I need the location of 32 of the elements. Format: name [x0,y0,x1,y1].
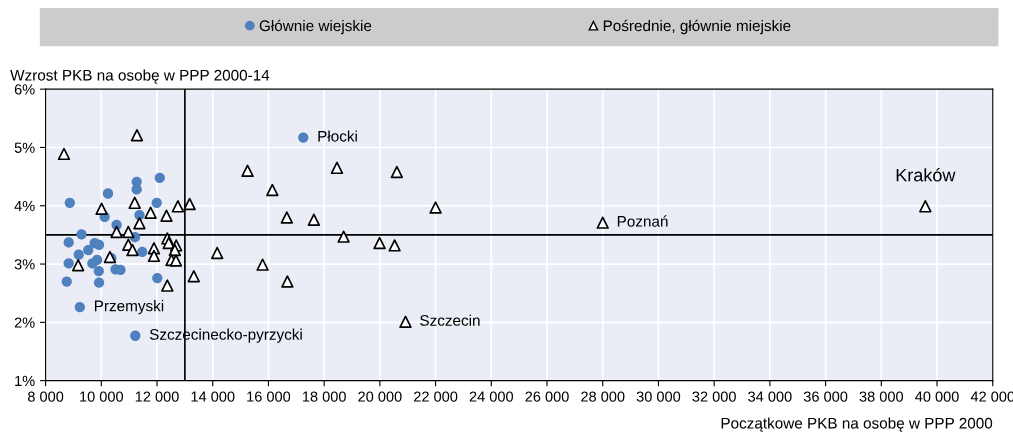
y-tick-label: 4% [14,200,35,212]
x-tick-label: 36 000 [803,391,848,402]
annotation: Poznań [617,215,668,227]
annotation: Płocki [318,130,357,142]
legend-label: Głównie wiejskie [259,19,372,35]
annotation: Kraków [896,168,956,182]
x-tick-label: 40 000 [915,391,959,402]
x-tick-label: 16 000 [247,391,291,402]
x-tick-label: 26 000 [525,391,569,402]
y-tick-label: 6% [14,84,35,95]
x-axis-title: Początkowe PKB na osobę w PPP 2000 [721,417,993,432]
y-axis-title: Wzrost PKB na osobę w PPP 2000-14 [10,69,270,84]
x-tick-label: 32 000 [692,391,736,402]
annotation: Przemyski [94,300,164,315]
annotation: Szczecin [420,314,480,326]
y-tick-label: 2% [14,317,35,328]
x-tick-label: 20 000 [358,391,402,402]
legend-label: Pośrednie, głównie miejskie [603,19,791,35]
x-tick-label: 38 000 [859,391,904,402]
x-tick-label: 22 000 [414,391,458,402]
x-tick-label: 30 000 [636,391,681,402]
x-tick-label: 34 000 [748,391,792,402]
x-tick-label: 10 000 [80,391,124,402]
x-tick-label: 14 000 [191,391,235,402]
x-tick-label: 24 000 [469,391,514,402]
x-tick-label: 18 000 [302,391,346,402]
y-tick-label: 3% [14,259,35,270]
y-tick-label: 1% [15,375,35,386]
y-tick-label: 5% [14,142,35,153]
x-tick-label: 8 000 [27,391,64,402]
x-tick-label: 12 000 [135,391,179,402]
x-tick-label: 28 000 [581,391,625,402]
